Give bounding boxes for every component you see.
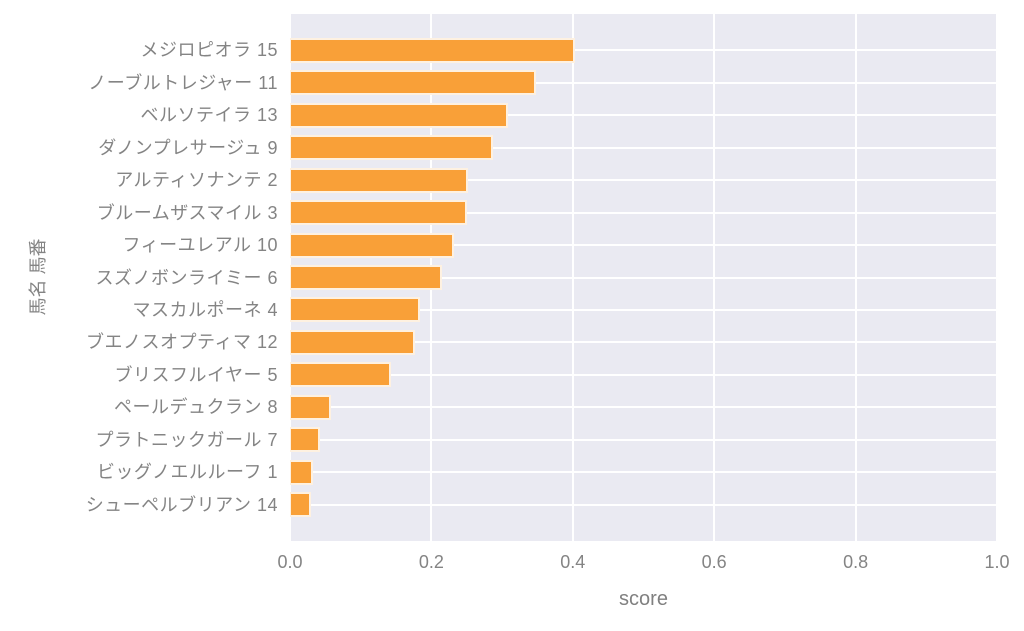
h-gridline [290,503,997,506]
h-gridline [290,81,997,84]
x-tick-labels: 0.0 0.2 0.4 0.6 0.8 1.0 [277,552,1009,576]
y-tick-label: ノーブルトレジャー 11 [88,72,278,93]
y-tick-label: ベルソテイラ 13 [140,105,278,126]
h-gridline [290,438,997,441]
x-axis-title: score [619,588,668,610]
x-tick-label: 1.0 [984,552,1010,572]
h-gridline [290,308,997,311]
bar-2 [290,102,508,128]
h-gridline [290,49,997,52]
bar-8 [290,297,421,323]
y-tick-label: シューペルブリアン 14 [85,494,278,515]
bar-6 [290,232,455,258]
v-gridline [571,14,574,541]
y-tick-label: プラトニックガール 7 [95,429,278,450]
h-gridline [290,244,997,247]
bar-12 [290,427,321,453]
y-tick-label: ブエノスオプティマ 12 [86,332,278,353]
y-tick-labels: メジロピオラ 15 ノーブルトレジャー 11 ベルソテイラ 13 ダノンプレサージュ … [0,14,278,541]
y-tick-label: メジロピオラ 15 [140,40,278,61]
x-tick-label: 0.0 [277,552,303,572]
y-tick-label: ブリスフルイヤー 5 [114,364,278,385]
h-gridline [290,114,997,117]
h-gridline [290,211,997,214]
h-gridline [290,179,997,182]
bar-4 [290,167,469,193]
x-tick-label: 0.8 [843,552,869,572]
x-tick-label: 0.4 [560,552,586,572]
v-gridline [996,14,997,541]
h-gridline [290,406,997,409]
bar-11 [290,394,331,420]
y-tick-label: フィーユレアル 10 [122,234,278,255]
y-tick-label: ダノンプレサージュ 9 [98,137,278,158]
plot-area [290,14,997,541]
bar-1 [290,70,537,96]
bar-14 [290,492,312,518]
h-gridline [290,373,997,376]
y-tick-label: ビッグノエルルーフ 1 [96,462,278,483]
v-gridline [854,14,857,541]
bar-9 [290,329,416,355]
bar-13 [290,459,313,485]
x-tick-label: 0.2 [418,552,444,572]
bar-5 [290,200,467,226]
bar-3 [290,135,493,161]
h-gridline [290,471,997,474]
y-tick-label: マスカルポーネ 4 [132,299,278,320]
y-tick-label: ペールデュクラン 8 [113,397,278,418]
h-gridline [290,341,997,344]
h-gridline [290,146,997,149]
h-gridline [290,276,997,279]
bar-10 [290,362,392,388]
y-tick-label: ブルームザスマイル 3 [96,202,278,223]
y-tick-label: スズノボンライミー 6 [95,267,278,288]
x-tick-label: 0.6 [701,552,727,572]
bar-7 [290,265,442,290]
y-tick-label: アルティソナンテ 2 [115,170,278,191]
v-gridline [713,14,716,541]
bar-0 [290,37,575,63]
